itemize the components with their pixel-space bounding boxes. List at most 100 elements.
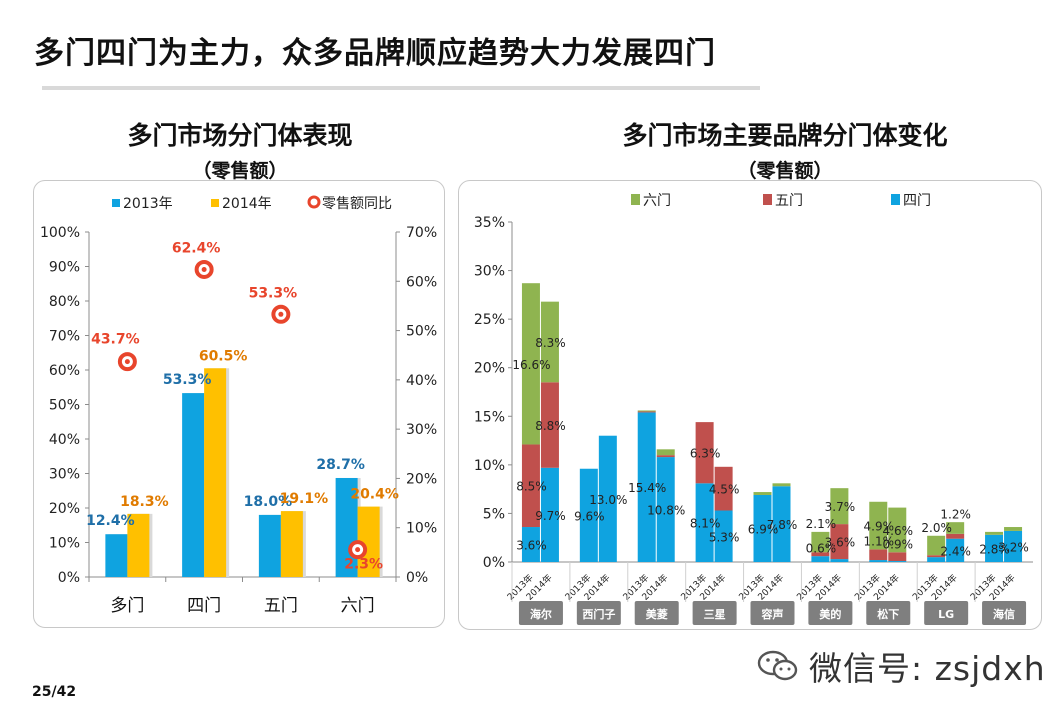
right-y-tick-label: 40% [406,373,437,389]
brand-label: 海尔 [530,607,552,621]
stack-segment-four-door [540,467,559,562]
stack-segment-five-door [637,411,656,413]
bar-2014-group [357,506,383,577]
bar-2013 [182,393,205,577]
legend-swatch-2014 [211,199,219,207]
right-legend: 六门 五门 四门 [631,193,931,209]
bar-2013-value-label: 12.4% [86,513,135,529]
segment-value-label: 2.0% [921,521,952,535]
y-tick-label: 10% [474,458,505,474]
segment-value-label: 4.9% [864,520,895,534]
page-number: 25/42 [32,684,77,700]
yoy-point [117,352,137,372]
left-chart-subtitle: （零售额） [192,160,288,182]
y-tick-label: 0% [483,555,505,571]
segment-value-label: 9.6% [574,509,605,523]
segment-value-label: 2.1% [806,517,837,531]
bar-2014-group [280,511,306,577]
stack-segment-six-door [656,449,675,456]
brand-label: LG [938,608,954,621]
segment-value-label: 8.8% [535,419,566,433]
left-y-tick-label: 0% [58,570,80,586]
stack-segment-four-door [579,468,598,562]
right-chart-title: 多门市场主要品牌分门体变化 [622,121,948,150]
yoy-point-center [201,266,207,272]
stack-segment-six-door [888,507,907,553]
brand-label: 松下 [877,607,899,621]
segment-value-label: 16.6% [512,358,550,372]
brand-label: 美菱 [646,607,668,621]
segment-value-label: 4.6% [883,524,914,538]
y-tick-label: 15% [474,409,505,425]
yoy-point [194,259,214,279]
yoy-value-label: 2.3% [344,557,383,573]
stack-segment-four-door [830,559,849,562]
yoy-point-center [355,547,361,553]
bar-2013 [258,514,281,577]
brand-label-box [924,601,969,625]
slide-title: 多门四门为主力，众多品牌顺应趋势大力发展四门 [34,36,716,71]
yoy-value-label: 62.4% [172,240,221,256]
legend-swatch [891,194,900,205]
bar-2013-group [258,514,284,577]
right-chart-panel: 0% 5% 10% 15% 20% 25% 30% 35% 2013年 2014年 海尔 2013年 2… [458,180,1042,630]
bar-2013-value-label: 28.7% [316,457,365,473]
left-chart: 0% 10% 20% 30% 40% 50% 60% 70% 80% 90% 100% 0% 10% 20… [40,195,437,616]
left-y-tick-label: 80% [49,294,80,310]
segment-value-label: 3.7% [825,500,856,514]
stack-segment-six-door [753,492,772,495]
brand-label: 容声 [761,607,784,621]
stack-segment-four-door [811,556,830,562]
yoy-point-center [124,359,130,365]
stack-segment-five-door [521,444,540,528]
right-chart-heading: 多门市场主要品牌分门体变化 （零售额） [535,116,1035,183]
stack-segment-four-door [637,412,656,562]
title-divider [42,86,760,90]
stack-segment-six-door [985,531,1004,535]
segment-value-label: 3.6% [825,536,856,550]
stack-segment-four-door [695,483,714,562]
left-y-tick-label: 100% [40,225,80,241]
right-y-tick-label: 70% [406,225,437,241]
stack-segment-four-door [869,560,888,562]
legend-swatch [763,194,772,205]
segment-value-label: 2.4% [940,544,971,558]
bar-2013-value-label: 53.3% [163,372,212,388]
bar-2014-value-label: 20.4% [350,487,399,503]
bar-2013-value-label: 18.0% [244,494,293,510]
stack-segment-four-door [772,486,791,562]
left-y-tick-label: 50% [49,398,80,414]
left-y-tick-label: 60% [49,363,80,379]
brand-label-box [518,601,563,625]
right-y-tick-label: 60% [406,274,437,290]
bar-2014-value-label: 60.5% [199,348,248,364]
right-y-tick-label: 30% [406,422,437,438]
brand-label: 海信 [993,607,1015,621]
segment-value-label: 1.2% [940,507,971,521]
stack-segment-five-door [714,466,733,511]
stack-segment-six-door [1004,527,1023,531]
legend-swatch [631,194,640,205]
yoy-point-center [278,311,284,317]
stack-segment-five-door [869,549,888,561]
stack-segment-four-door [985,534,1004,562]
stack-segment-six-door [540,301,559,383]
left-legend: 2013年 2014年 零售额同比 [112,195,392,212]
legend-label: 四门 [903,193,931,209]
yoy-point [348,540,368,560]
bar-2014-group [127,513,153,577]
stack-segment-five-door [695,422,714,484]
segment-value-label: 7.8% [767,518,798,532]
stack-segment-five-door [811,552,830,557]
stack-segment-six-door [927,535,946,556]
legend-swatch-2013 [112,199,120,207]
right-chart: 0%5%10%15%20%25%30%35%2013年2014年海尔2013年2… [474,193,1033,625]
stack-segment-six-door [772,483,791,487]
bar-2014 [280,511,303,577]
segment-value-label: 10.8% [647,504,685,518]
y-tick-label: 25% [474,312,505,328]
segment-value-label: 3.6% [516,539,547,553]
stack-segment-four-door [714,510,733,562]
left-y-tick-label: 20% [49,501,80,517]
stack-segment-five-door [656,455,675,458]
